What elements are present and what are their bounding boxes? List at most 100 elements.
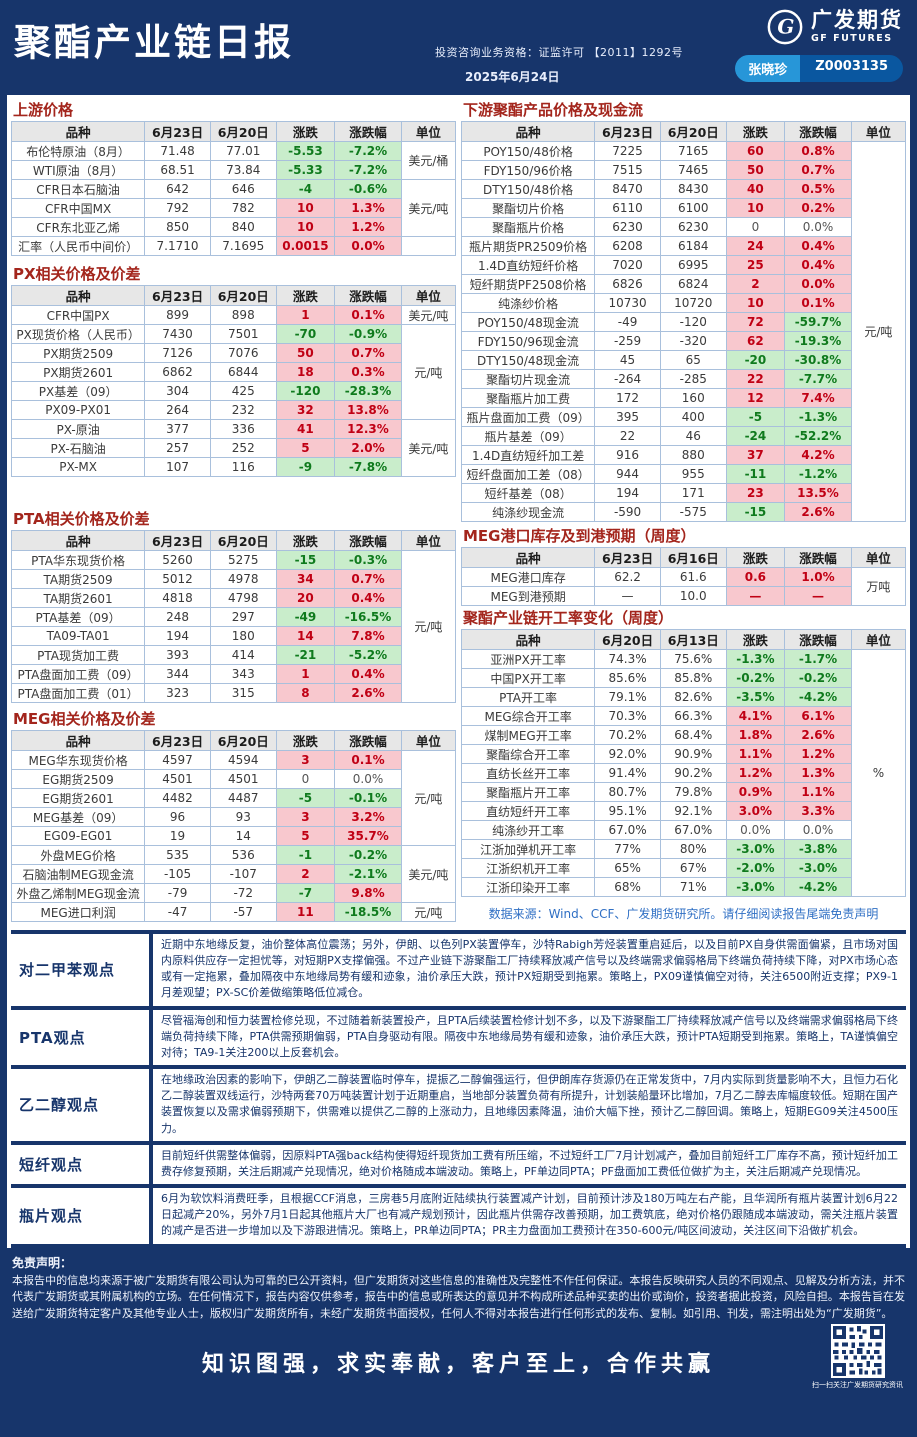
table-row: MEG基差（09） 96 93 3 3.2%	[10, 807, 456, 827]
change-percent-cell: 1.3%	[784, 763, 852, 783]
column-header: 涨跌	[725, 121, 786, 142]
value-previous-cell: 4594	[209, 750, 277, 770]
change-percent-cell: 3.2%	[334, 807, 402, 827]
value-previous-cell: 160	[659, 388, 727, 408]
change-percent-cell: 13.8%	[334, 400, 402, 420]
product-name-cell: 纯涤纱开工率	[460, 820, 596, 840]
change-cell: -120	[275, 381, 336, 401]
value-current-cell: 7020	[594, 255, 661, 275]
product-name-cell: PTA华东现货价格	[10, 550, 146, 570]
opinion-row: 瓶片观点 6月为软饮料消费旺季，且根据CCF消息，三房巷5月底附近陆续执行装置减产…	[11, 1188, 906, 1244]
product-name-cell: 瓶片期货PR2509价格	[460, 236, 596, 256]
column-header: 涨跌幅	[784, 629, 852, 650]
change-percent-cell: -3.8%	[784, 839, 852, 859]
table-row: PX期货2601 6862 6844 18 0.3%	[10, 362, 456, 382]
value-previous-cell: 880	[659, 445, 727, 465]
change-percent-cell: 12.3%	[334, 419, 402, 439]
change-percent-cell: 3.3%	[784, 801, 852, 821]
value-previous-cell: 414	[209, 645, 277, 665]
value-current-cell: 68%	[594, 877, 661, 897]
change-cell: 3	[275, 807, 336, 827]
value-current-cell: 6110	[594, 198, 661, 218]
analyst-id: Z0003135	[800, 55, 903, 82]
product-name-cell: PTA开工率	[460, 687, 596, 707]
change-percent-cell: 0.4%	[784, 255, 852, 275]
opinion-text: 目前短纤供需整体偏弱，因原料PTA强back结构使得短纤现货加工费有所压缩，不过…	[161, 1148, 898, 1178]
value-current-cell: 67.0%	[594, 820, 661, 840]
table-row: 外盘乙烯制MEG现金流 -79 -72 -7 9.8%	[10, 883, 456, 903]
column-header: 品种	[460, 121, 596, 142]
table-row: PX基差（09） 304 425 -120 -28.3%	[10, 381, 456, 401]
change-percent-cell: 0.0%	[334, 769, 402, 789]
value-current-cell: 899	[144, 305, 211, 325]
change-percent-cell: 2.6%	[784, 502, 852, 522]
value-previous-cell: 77.01	[209, 141, 277, 161]
value-previous-cell: 67%	[659, 858, 727, 878]
column-header: 单位	[400, 530, 457, 551]
change-cell: -1	[275, 845, 336, 865]
page-title: 聚酯产业链日报	[14, 21, 294, 64]
product-name-cell: 聚酯切片现金流	[460, 369, 596, 389]
change-percent-cell: 0.1%	[784, 293, 852, 313]
product-name-cell: 煤制MEG开工率	[460, 725, 596, 745]
value-current-cell: 916	[594, 445, 661, 465]
table-row: 瓶片期货PR2509价格 6208 6184 24 0.4%	[460, 236, 906, 256]
column-header: 品种	[10, 285, 146, 306]
table-row: 亚洲PX开工率 74.3% 75.6% -1.3% -1.7%%	[460, 649, 907, 897]
product-name-cell: PX-MX	[10, 457, 146, 477]
data-table: 品种 6月20日 6月13日 涨跌 涨跌幅 单位 亚洲PX开工率 74.3% 75.6% -1.3…	[460, 629, 907, 897]
value-previous-cell: 14	[209, 826, 277, 846]
change-cell: -20	[725, 350, 786, 370]
change-percent-cell: -7.8%	[334, 457, 402, 477]
change-percent-cell: 35.7%	[334, 826, 402, 846]
opinion-label: 短纤观点	[11, 1144, 153, 1185]
table-row: 石脑油制MEG现金流 -105 -107 2 -2.1%	[10, 864, 456, 884]
value-current-cell: 172	[594, 388, 661, 408]
product-name-cell: WTI原油（8月）	[10, 160, 146, 180]
change-percent-cell: 13.5%	[784, 483, 852, 503]
column-header: 6月13日	[659, 629, 727, 650]
value-current-cell: 7.1710	[144, 236, 211, 256]
product-name-cell: DTY150/48价格	[460, 179, 596, 199]
change-cell: -7	[275, 883, 336, 903]
report-header: 聚酯产业链日报 投资咨询业务资格：证监许可 【2011】1292号 2025年6…	[0, 0, 917, 95]
value-current-cell: 96	[144, 807, 211, 827]
report-body: 上游价格 品种 6月23日 6月20日 涨跌 涨跌幅 单位 布伦特原油（8月） 71.48 77.…	[7, 95, 910, 1248]
opinion-sections: 对二甲苯观点 近期中东地缘反复，油价整体高位震荡；另外，伊朗、以色列PX装置停车，…	[11, 930, 906, 1248]
change-percent-cell: 0.0%	[784, 217, 852, 237]
product-name-cell: 1.4D直纺短纤加工差	[460, 445, 596, 465]
change-cell: 22	[725, 369, 786, 389]
value-current-cell: 4501	[144, 769, 211, 789]
change-cell: 32	[275, 400, 336, 420]
value-previous-cell: 6824	[659, 274, 727, 294]
column-header: 6月23日	[144, 730, 211, 751]
change-cell: —	[725, 586, 786, 606]
header-row: 品种 6月23日 6月16日 涨跌 涨跌幅 单位	[460, 547, 907, 568]
value-current-cell: 7515	[594, 160, 661, 180]
value-previous-cell: 840	[209, 217, 277, 237]
value-current-cell: -264	[594, 369, 661, 389]
opinion-label: PTA观点	[11, 1009, 153, 1066]
value-current-cell: —	[594, 586, 661, 606]
table-downstream-polyester: 下游聚酯产品价格及现金流 品种 6月23日 6月20日 涨跌 涨跌幅 单位 POY150/48…	[460, 98, 907, 522]
report-date: 2025年6月24日	[465, 70, 560, 84]
column-header: 单位	[400, 121, 457, 142]
column-header: 涨跌	[275, 530, 336, 551]
product-name-cell: MEG综合开工率	[460, 706, 596, 726]
product-name-cell: 聚酯瓶片价格	[460, 217, 596, 237]
change-percent-cell: -30.8%	[784, 350, 852, 370]
table-row: 1.4D直纺短纤加工差 916 880 37 4.2%	[460, 445, 906, 465]
value-current-cell: 79.1%	[594, 687, 661, 707]
change-percent-cell: -59.7%	[784, 312, 852, 332]
table-row: 瓶片盘面加工费（09） 395 400 -5 -1.3%	[460, 407, 906, 427]
table-row: PTA开工率 79.1% 82.6% -3.5% -4.2%	[460, 687, 906, 707]
value-current-cell: -105	[144, 864, 211, 884]
value-previous-cell: 336	[209, 419, 277, 439]
value-current-cell: -590	[594, 502, 661, 522]
table-row: FDY150/96价格 7515 7465 50 0.7%	[460, 160, 906, 180]
section-title: MEG相关价格及价差	[13, 710, 156, 728]
section-title: PX相关价格及价差	[13, 265, 141, 283]
value-previous-cell: 46	[659, 426, 727, 446]
value-previous-cell: 71%	[659, 877, 727, 897]
product-name-cell: 布伦特原油（8月）	[10, 141, 146, 161]
